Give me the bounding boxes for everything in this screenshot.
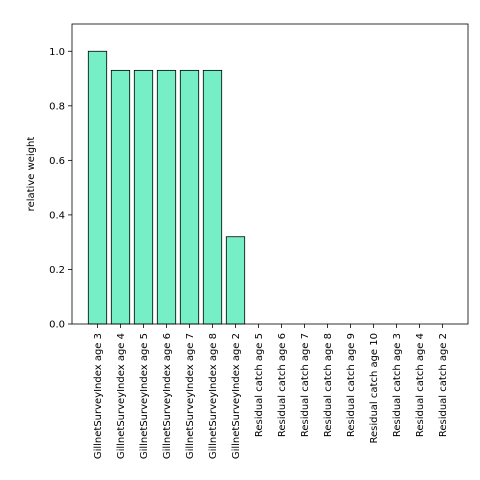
y-axis: 0.0 0.2 0.4 0.6 0.8 1.0 (49, 47, 72, 331)
bars-group (87, 50, 246, 325)
y-tick-label: 1.0 (49, 47, 65, 58)
x-tick-label: Residual catch age 5 (254, 333, 265, 437)
x-axis: GillnetSurveyIndex age 3 GillnetSurveyInd… (93, 324, 449, 459)
plot-frame (71, 23, 469, 325)
x-tick-label: GillnetSurveyIndex age 2 (231, 333, 242, 459)
x-tick-label: Residual catch age 9 (346, 333, 357, 437)
x-tick-label: Residual catch age 10 (369, 333, 380, 444)
bar-0 (87, 50, 108, 325)
x-tick-label: GillnetSurveyIndex age 4 (116, 333, 127, 459)
x-tick-label: GillnetSurveyIndex age 7 (185, 333, 196, 459)
plot-area (72, 24, 468, 324)
y-tick-label: 0.6 (49, 156, 65, 167)
bar-2 (133, 69, 154, 325)
x-tick-label: Residual catch age 6 (277, 333, 288, 437)
bar-6 (225, 236, 246, 325)
x-tick-label: Residual catch age 8 (323, 333, 334, 437)
bar-4 (179, 69, 200, 325)
y-tick-label: 0.8 (49, 101, 65, 112)
y-axis-label: relative weight (26, 137, 37, 212)
x-tick-label: GillnetSurveyIndex age 8 (208, 333, 219, 459)
x-tick-label: GillnetSurveyIndex age 3 (93, 333, 104, 459)
x-tick-label: Residual catch age 2 (438, 333, 449, 437)
y-tick-label: 0.4 (49, 210, 65, 221)
x-tick-label: Residual catch age 7 (300, 333, 311, 437)
y-tick-label: 0.2 (49, 265, 65, 276)
y-tick-label: 0.0 (49, 320, 65, 331)
bar-3 (156, 69, 177, 325)
x-tick-label: Residual catch age 4 (415, 333, 426, 437)
x-tick-label: GillnetSurveyIndex age 6 (162, 333, 173, 459)
x-tick-label: GillnetSurveyIndex age 5 (139, 333, 150, 459)
bar-1 (110, 69, 131, 325)
x-tick-label: Residual catch age 3 (392, 333, 403, 437)
bar-5 (202, 69, 223, 325)
